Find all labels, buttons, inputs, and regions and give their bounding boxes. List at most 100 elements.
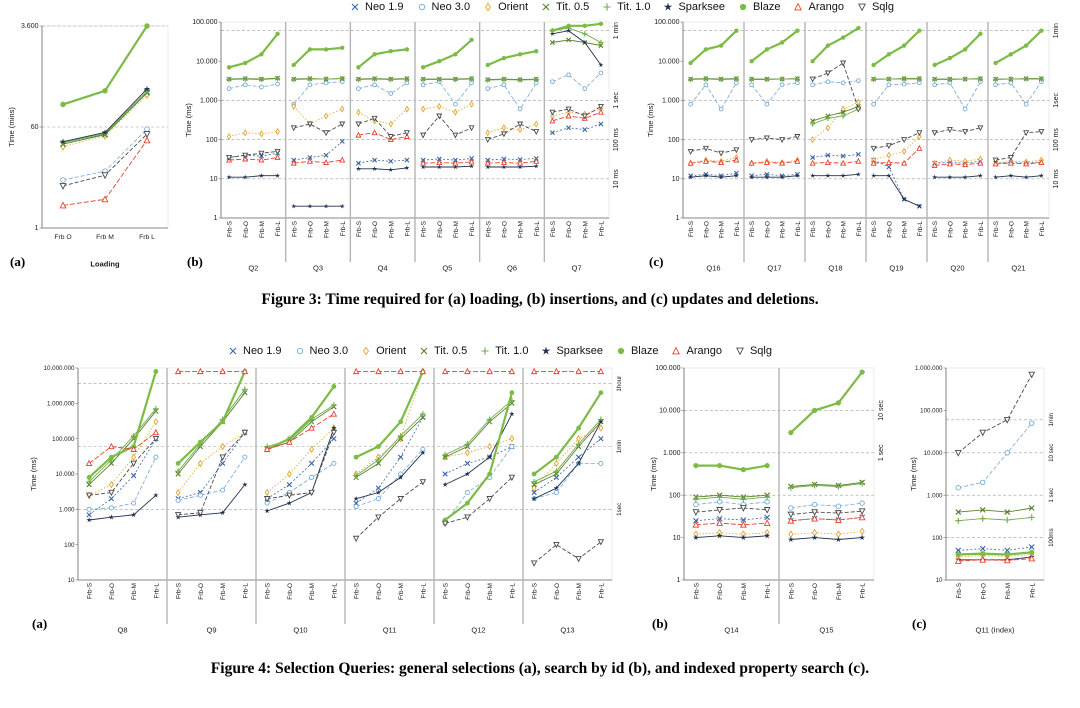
figure3-panel-c-updates-deletions-chart: 1 10 100 1.000 10.000 100.000 1min 1sec 100 ms 10… (645, 14, 1075, 279)
legend-label: Tit. 0.5 (434, 345, 468, 358)
svg-text:Frb-M: Frb-M (902, 221, 909, 238)
svg-text:Frb-M: Frb-M (398, 583, 405, 600)
svg-text:1.000: 1.000 (662, 98, 680, 105)
legend-item-blaze: Blaze (736, 1, 780, 13)
svg-text:10.000: 10.000 (196, 58, 218, 65)
svg-text:1hour: 1hour (616, 376, 623, 392)
svg-text:Frb-O: Frb-O (243, 221, 250, 238)
legend-label: Tit. 1.0 (495, 345, 529, 358)
legend-item-neo19: Neo 1.9 (348, 1, 404, 13)
svg-text:Frb-O: Frb-O (764, 221, 771, 238)
svg-text:Time (mins): Time (mins) (7, 107, 16, 147)
svg-text:Time (ms): Time (ms) (909, 457, 918, 491)
svg-text:Q3: Q3 (313, 264, 323, 273)
svg-text:Frb-L: Frb-L (331, 583, 338, 599)
svg-text:Frb-L: Frb-L (242, 583, 249, 599)
chart-svg: 1 10 100 1.000 10.000 100.000 1min 1sec 100 ms 10… (646, 19, 1060, 273)
legend-item-sqlg: Sqlg (733, 345, 772, 357)
svg-text:Frb-L: Frb-L (534, 221, 541, 237)
neo19-marker-icon (351, 3, 359, 11)
svg-text:10.000: 10.000 (56, 471, 75, 478)
svg-text:Loading: Loading (90, 260, 120, 269)
legend-item-sparksee: Sparksee (661, 1, 725, 13)
legend-item-neo30: Neo 3.0 (415, 1, 471, 14)
svg-text:1: 1 (677, 577, 681, 584)
legend-label: Arango (686, 345, 722, 358)
svg-text:Frb-L: Frb-L (765, 583, 772, 599)
svg-text:Frb-O: Frb-O (947, 221, 954, 238)
svg-text:Q9: Q9 (206, 626, 216, 635)
svg-text:Q14: Q14 (724, 626, 738, 635)
svg-text:1 sec: 1 sec (613, 92, 620, 109)
svg-text:Frb-M: Frb-M (388, 221, 395, 238)
svg-text:Frb-L: Frb-L (153, 583, 160, 599)
svg-text:1 sec: 1 sec (1048, 488, 1055, 503)
svg-text:Frb-S: Frb-S (87, 583, 94, 599)
svg-text:10: 10 (210, 176, 218, 183)
legend-label: Neo 3.0 (431, 1, 471, 14)
svg-text:Q17: Q17 (767, 264, 781, 273)
svg-text:1.000.000: 1.000.000 (915, 365, 943, 372)
legend-label: Sparksee (556, 345, 603, 358)
svg-text:Q13: Q13 (560, 626, 574, 635)
blaze-marker-icon (739, 3, 747, 11)
svg-text:1 sec: 1 sec (878, 444, 885, 461)
svg-text:Frb-L: Frb-L (598, 583, 605, 599)
svg-text:Q21: Q21 (1011, 264, 1025, 273)
svg-text:Time (ms): Time (ms) (646, 103, 655, 137)
legend-item-tit10: Tit. 1.0 (600, 1, 650, 13)
svg-text:Frb-S: Frb-S (693, 583, 700, 599)
svg-text:1min: 1min (1053, 23, 1060, 38)
svg-text:Frb-L: Frb-L (1029, 582, 1036, 597)
svg-text:Frb-M: Frb-M (259, 221, 266, 238)
legend-label: Neo 1.9 (243, 345, 282, 358)
svg-text:Q10: Q10 (293, 626, 307, 635)
svg-text:Frb-S: Frb-S (932, 221, 939, 237)
svg-text:100 ms: 100 ms (613, 128, 620, 151)
svg-text:Frb-O: Frb-O (703, 221, 710, 238)
svg-text:Frb-S: Frb-S (176, 583, 183, 599)
neo19-marker-icon (229, 347, 237, 355)
svg-text:Frb-M: Frb-M (324, 221, 331, 238)
svg-text:Frb-M: Frb-M (576, 583, 583, 600)
svg-text:Frb-M: Frb-M (220, 583, 227, 600)
svg-text:10 sec: 10 sec (1048, 444, 1055, 462)
svg-text:10: 10 (936, 577, 943, 584)
svg-text:Frb-O: Frb-O (437, 221, 444, 238)
svg-text:Frb-O: Frb-O (1008, 221, 1015, 238)
svg-text:Frb-M: Frb-M (963, 221, 970, 238)
legend-item-neo19: Neo 1.9 (226, 345, 282, 357)
legend-label: Sqlg (871, 1, 894, 14)
figure4-panel-b-search-by-id-chart: 1 10 100 1.000 10.000 100.000 10 sec 1 sec Time … (648, 362, 900, 641)
svg-text:100.000: 100.000 (655, 365, 680, 372)
svg-text:100.000: 100.000 (52, 436, 75, 443)
legend-label: Neo 3.0 (309, 345, 349, 358)
svg-text:Frb M: Frb M (96, 234, 114, 241)
svg-text:Frb-M: Frb-M (309, 583, 316, 600)
svg-text:10.000: 10.000 (659, 408, 681, 415)
legend-item-blaze: Blaze (614, 345, 658, 357)
svg-text:Frb-O: Frb-O (109, 583, 116, 600)
svg-text:Frb-S: Frb-S (532, 583, 539, 599)
tit10-marker-icon (481, 347, 489, 355)
svg-text:1.000: 1.000 (927, 492, 943, 499)
figure3-legend: Neo 1.9 Neo 3.0 Orient Tit. 0.5 Tit. 1.0 Spar… (348, 1, 905, 13)
svg-text:Frb-O: Frb-O (717, 583, 724, 600)
legend-label: Tit. 1.0 (617, 1, 651, 14)
tit10-marker-icon (603, 3, 611, 11)
svg-text:Time (ms): Time (ms) (29, 457, 38, 491)
svg-text:Frb-M: Frb-M (487, 583, 494, 600)
svg-text:Frb-M: Frb-M (1024, 221, 1031, 238)
svg-text:1sec: 1sec (616, 503, 623, 516)
svg-text:100.000: 100.000 (192, 19, 217, 26)
svg-text:1.000: 1.000 (200, 98, 218, 105)
legend-item-orient: Orient (359, 345, 406, 357)
svg-text:Frb-M: Frb-M (719, 221, 726, 238)
arango-marker-icon (794, 2, 803, 11)
svg-text:Frb-O: Frb-O (554, 583, 561, 600)
svg-text:1.000.000: 1.000.000 (47, 401, 75, 408)
svg-text:Frb-M: Frb-M (518, 221, 525, 238)
legend-label: Neo 1.9 (365, 1, 404, 14)
svg-text:Q16: Q16 (706, 264, 720, 273)
legend-label: Arango (808, 1, 844, 14)
